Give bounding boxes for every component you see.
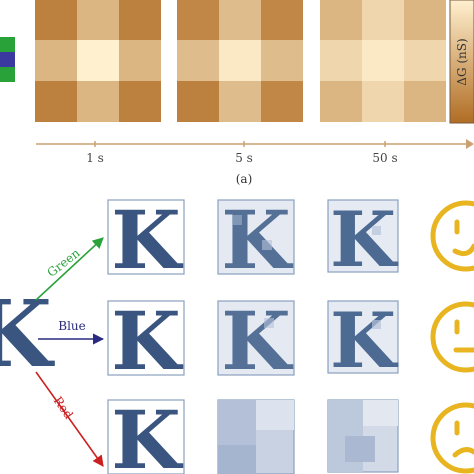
output-cell-green: K: [107, 193, 185, 287]
heatmap-cell: [35, 40, 77, 81]
heatmap-cell: [362, 40, 404, 81]
output-letter-grid-2: K K: [217, 193, 295, 474]
output-k: K: [111, 294, 183, 388]
arrow-label-blue: Blue: [58, 319, 86, 333]
output-letter-grid-3: K K: [327, 195, 399, 473]
pixel-blur-red-2: [327, 399, 399, 473]
pixel-blur-red: [217, 399, 295, 474]
arrow-blue: Blue: [38, 319, 105, 345]
panel-caption: (a): [236, 172, 253, 186]
heatmap-cell: [404, 0, 446, 40]
heatmap-cell: [177, 0, 219, 40]
heatmap-cell: [320, 40, 362, 81]
time-label-3: 50 s: [372, 151, 397, 165]
output-k: K: [111, 393, 183, 474]
heatmap-2: [177, 0, 303, 122]
heatmap-cell: [35, 81, 77, 122]
heatmap-cell: [119, 81, 161, 122]
heatmap-cell: [362, 0, 404, 40]
heatmap-1: [35, 0, 161, 122]
heatmap-cell: [320, 81, 362, 122]
heatmap-cell: [320, 0, 362, 40]
pixel-k-blue: K: [217, 294, 295, 388]
heatmap-cell: [77, 81, 119, 122]
colorbar-label: ΔG (nS): [455, 38, 469, 85]
heatmap-cell: [119, 0, 161, 40]
output-letter-grid-1: K K K: [107, 193, 185, 474]
time-axis: 1 s 5 s 50 s: [36, 139, 474, 165]
heatmap-cell: [219, 81, 261, 122]
output-cell-blue: K: [107, 294, 185, 388]
output-cell-red: K: [107, 393, 185, 474]
heatmap-cell: [404, 40, 446, 81]
arrow-green: Green: [35, 237, 104, 301]
heatmap-cell: [362, 81, 404, 122]
heatmap-cell: [119, 40, 161, 81]
arrow-red: Red: [35, 371, 104, 467]
heatmap-cell: [261, 81, 303, 122]
pixel-k-blue-2: K: [327, 296, 399, 385]
input-color-strip: [0, 37, 15, 82]
time-label-2: 5 s: [235, 151, 253, 165]
sad-face-icon: [430, 402, 474, 474]
output-k: K: [111, 193, 183, 287]
heatmap-cell: [77, 40, 119, 81]
neutral-face-icon: [430, 301, 474, 373]
output-k: K: [330, 195, 399, 284]
heatmap-cell: [219, 0, 261, 40]
heatmap-cell: [35, 0, 77, 40]
heatmap-cell: [219, 40, 261, 81]
heatmap-cell: [261, 40, 303, 81]
heatmap-3: [320, 0, 446, 122]
pixel-k-green-2: K: [327, 195, 399, 284]
heatmap-cell: [77, 0, 119, 40]
input-letter: K: [0, 280, 55, 388]
output-k: K: [221, 294, 293, 388]
conductance-heatmaps: [35, 0, 446, 122]
happy-face-icon: [430, 200, 474, 272]
heatmap-cell: [404, 81, 446, 122]
heatmap-cell: [261, 0, 303, 40]
time-label-1: 1 s: [86, 151, 104, 165]
arrow-label-red: Red: [51, 394, 76, 422]
pixel-k-green: K: [217, 193, 295, 287]
output-k: K: [221, 193, 293, 287]
heatmap-cell: [177, 40, 219, 81]
heatmap-cell: [177, 81, 219, 122]
colorbar: ΔG (nS): [449, 0, 474, 124]
output-k: K: [330, 296, 399, 385]
